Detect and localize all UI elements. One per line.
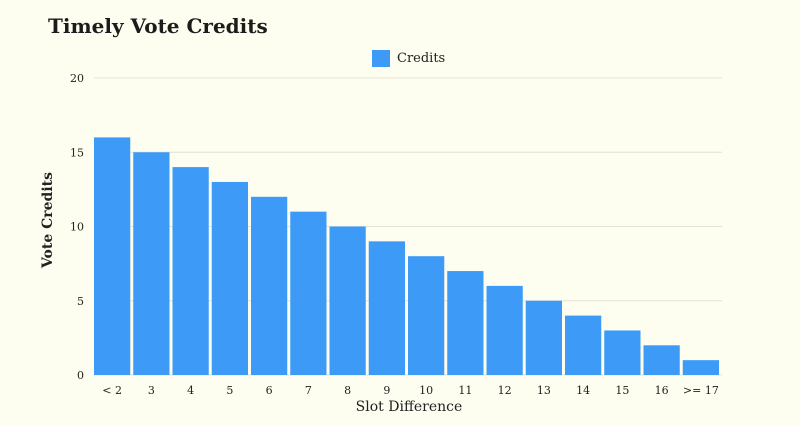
bars [94, 137, 719, 375]
y-tick-labels: 0 5 10 15 20 [70, 72, 84, 382]
y-tick-label: 10 [70, 221, 84, 234]
legend-label: Credits [397, 51, 446, 66]
x-tick-label: 9 [383, 384, 390, 397]
x-tick-label: 7 [305, 384, 312, 397]
legend: Credits [372, 50, 445, 67]
x-tick-label: 14 [576, 384, 590, 397]
x-tick-label: 4 [187, 384, 194, 397]
bar [368, 241, 405, 375]
bar [290, 211, 327, 375]
bar [486, 285, 523, 375]
x-tick-label: 15 [615, 384, 629, 397]
x-tick-label: 11 [458, 384, 472, 397]
x-tick-label: >= 17 [683, 384, 719, 397]
x-tick-labels: < 2 3 4 5 6 7 8 9 10 11 12 13 14 15 16 >= 17 [102, 384, 719, 397]
bar [172, 167, 209, 375]
x-tick-label: 5 [226, 384, 233, 397]
y-tick-label: 0 [77, 369, 84, 382]
chart-title: Timely Vote Credits [48, 14, 268, 38]
bar [211, 181, 248, 375]
bar [408, 256, 445, 375]
bar [133, 152, 170, 375]
x-tick-label: 8 [344, 384, 351, 397]
bar [447, 271, 484, 375]
x-tick-label: 6 [266, 384, 273, 397]
bar [94, 137, 131, 375]
bar [525, 300, 562, 375]
x-tick-label: 16 [655, 384, 669, 397]
bar [565, 315, 602, 375]
y-tick-label: 20 [70, 72, 84, 85]
x-tick-label: 13 [537, 384, 551, 397]
bar [643, 345, 680, 375]
x-tick-label: 10 [419, 384, 433, 397]
bar [604, 330, 641, 375]
x-tick-label: 12 [498, 384, 512, 397]
x-tick-label: 3 [148, 384, 155, 397]
x-axis-label: Slot Difference [356, 399, 463, 415]
legend-swatch [372, 50, 390, 67]
y-axis-label: Vote Credits [40, 172, 56, 269]
y-tick-label: 15 [70, 146, 84, 159]
y-tick-label: 5 [77, 295, 84, 308]
bar [682, 360, 719, 375]
x-tick-label: < 2 [102, 384, 122, 397]
bar [251, 196, 288, 375]
bar [329, 226, 366, 375]
